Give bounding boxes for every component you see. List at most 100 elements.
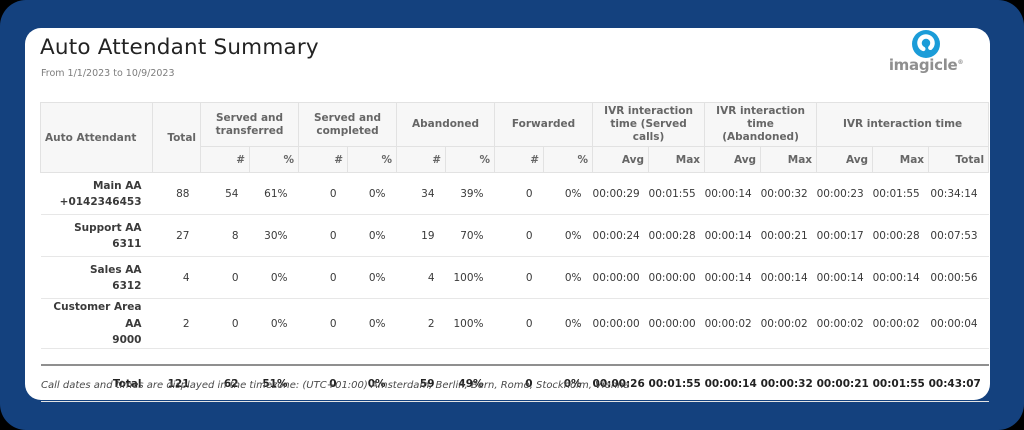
value-cell: 00:00:00	[648, 256, 705, 300]
attendant-name-cell: Sales AA 6312	[40, 256, 153, 300]
value-cell: 00:00:14	[816, 256, 873, 300]
value-cell: 00:00:14	[704, 256, 761, 300]
total-value-cell: 0%	[347, 364, 397, 403]
value-cell: 00:00:00	[648, 298, 705, 350]
value-cell: 00:00:02	[872, 298, 929, 350]
value-cell: 4	[152, 256, 201, 300]
imagicle-wordmark: imagicle®	[888, 56, 964, 74]
column-header: IVR interaction time	[816, 101, 990, 148]
auto-attendant-summary-table: Auto Attendant Total Served and transferre…	[40, 101, 990, 403]
attendant-name-cell: Support AA 6311	[40, 214, 153, 258]
total-value-cell: 59	[396, 364, 446, 403]
value-cell: 00:00:02	[704, 298, 761, 350]
attendant-number: 6311	[112, 237, 142, 250]
value-cell: 100%	[445, 256, 495, 300]
value-cell: 0%	[249, 256, 299, 300]
total-value-cell: 00:00:21	[816, 364, 873, 403]
value-cell: 00:00:14	[872, 256, 929, 300]
value-cell: 00:00:04	[928, 298, 989, 350]
attendant-name: Customer Area AA	[53, 301, 142, 330]
report-card: Auto Attendant Summary From 1/1/2023 to …	[25, 28, 990, 403]
column-subheader: Max	[760, 146, 818, 174]
value-cell: 00:00:56	[928, 256, 989, 300]
value-cell: 0	[298, 214, 348, 258]
value-cell: 00:00:29	[592, 172, 649, 216]
column-subheader: #	[494, 146, 545, 174]
date-range: From 1/1/2023 to 10/9/2023	[41, 68, 175, 79]
value-cell: 00:00:00	[592, 298, 649, 350]
imagicle-logo: imagicle®	[886, 29, 966, 74]
imagicle-logo-icon	[912, 30, 940, 58]
value-cell: 0	[200, 298, 250, 350]
column-header: Total	[152, 101, 201, 174]
value-cell: 0%	[543, 214, 593, 258]
value-cell: 0	[494, 256, 544, 300]
value-cell: 30%	[249, 214, 299, 258]
value-cell: 00:00:23	[816, 172, 873, 216]
value-cell: 00:00:32	[760, 172, 817, 216]
value-cell: 70%	[445, 214, 495, 258]
value-cell: 00:00:21	[760, 214, 817, 258]
value-cell: 00:00:28	[648, 214, 705, 258]
value-cell: 0	[298, 256, 348, 300]
column-subheader: %	[346, 146, 398, 174]
column-subheader: Max	[648, 146, 706, 174]
column-subheader: #	[396, 146, 447, 174]
total-value-cell: 0	[494, 364, 544, 403]
value-cell: 0	[494, 172, 544, 216]
total-row: Total 121 62 51% 0 0% 59 49% 0 0% 00:00:26 00:01:55…	[40, 364, 989, 403]
value-cell: 100%	[445, 298, 495, 350]
value-cell: 54	[200, 172, 250, 216]
attendant-name: Support AA	[74, 221, 142, 234]
total-value-cell: 121	[152, 364, 201, 403]
value-cell: 00:00:24	[592, 214, 649, 258]
value-cell: 27	[152, 214, 201, 258]
column-subheader: %	[543, 146, 594, 174]
column-subheader: #	[200, 146, 250, 174]
total-value-cell: 49%	[445, 364, 495, 403]
value-cell: 00:00:28	[872, 214, 929, 258]
page-title: Auto Attendant Summary	[40, 35, 319, 60]
value-cell: 34	[396, 172, 446, 216]
column-header: IVR interaction time (Abandoned)	[704, 101, 818, 148]
value-cell: 00:07:53	[928, 214, 989, 258]
total-value-cell: 00:01:55	[648, 364, 705, 403]
value-cell: 0%	[347, 298, 397, 350]
total-value-cell: 00:43:07	[928, 364, 989, 403]
total-value-cell: 00:00:14	[704, 364, 761, 403]
value-cell: 19	[396, 214, 446, 258]
value-cell: 0	[200, 256, 250, 300]
value-cell: 0%	[249, 298, 299, 350]
column-subheader: %	[249, 146, 299, 174]
value-cell: 0%	[543, 172, 593, 216]
value-cell: 8	[200, 214, 250, 258]
attendant-number: 6312	[112, 279, 142, 292]
value-cell: 00:34:14	[928, 172, 989, 216]
attendant-name-cell: Customer Area AA 9000	[40, 298, 153, 350]
column-header: Served and transferred	[200, 101, 299, 148]
value-cell: 0	[494, 298, 544, 350]
value-cell: 00:00:02	[816, 298, 873, 350]
table-row: Customer Area AA 9000 2 0 0% 0 0% 2 100% 0 0% 00:00…	[40, 298, 989, 350]
value-cell: 0%	[347, 256, 397, 300]
registered-mark: ®	[957, 59, 964, 66]
total-value-cell: 00:00:26	[592, 364, 649, 403]
total-value-cell: 00:00:32	[760, 364, 817, 403]
value-cell: 00:00:00	[592, 256, 649, 300]
table-row: Main AA +0142346453 88 54 61% 0 0% 34 39% 0 0% 00:0…	[40, 172, 989, 216]
attendant-number: +0142346453	[59, 195, 142, 208]
spacer-row	[41, 349, 989, 366]
table-header: Auto Attendant Total Served and transferre…	[40, 101, 990, 174]
total-value-cell: 62	[200, 364, 250, 403]
column-subheader: #	[298, 146, 348, 174]
value-cell: 0%	[543, 298, 593, 350]
column-header: Abandoned	[396, 101, 496, 148]
spacer-cell	[41, 349, 989, 366]
value-cell: 00:01:55	[872, 172, 929, 216]
column-subheader: Total	[928, 146, 990, 174]
attendant-number: 9000	[112, 333, 142, 346]
timezone-note: Call dates and times are displayed in th…	[41, 380, 630, 391]
value-cell: 0	[298, 172, 348, 216]
table-row: Support AA 6311 27 8 30% 0 0% 19 70% 0 0% 00:00:24 0…	[40, 214, 989, 258]
